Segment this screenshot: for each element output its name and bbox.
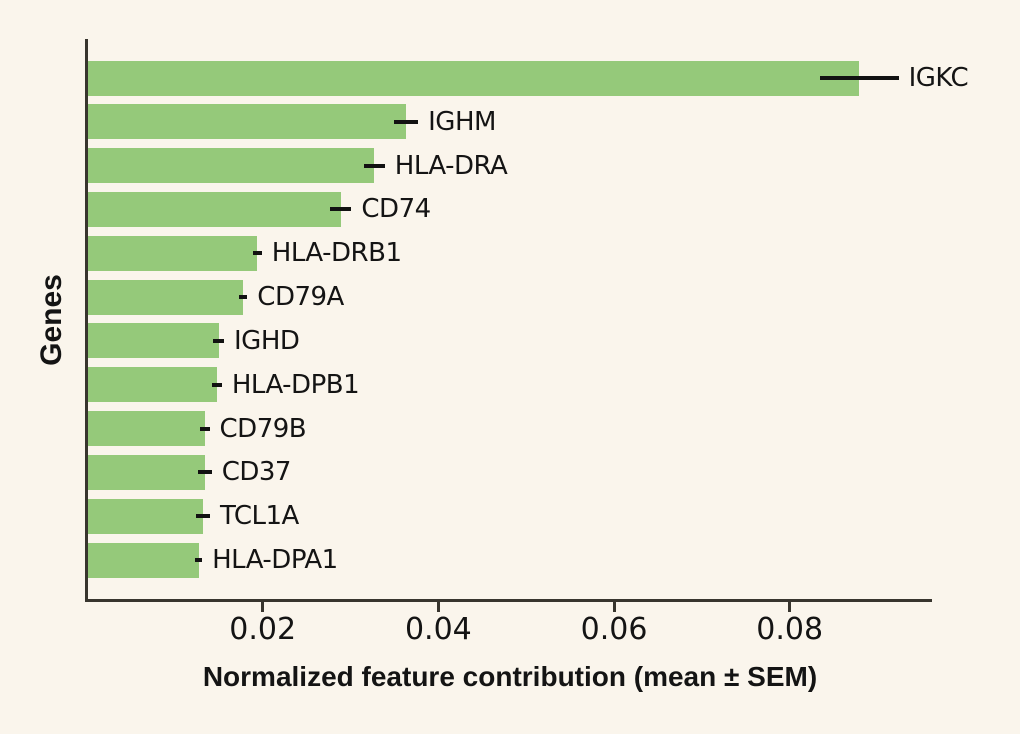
error-bar-hla-dra <box>363 163 385 168</box>
bar-igkc <box>87 60 860 96</box>
error-bar-hla-dpa1 <box>195 558 203 562</box>
bar-cd37 <box>87 454 205 490</box>
gene-label-tcl1a: TCL1A <box>219 501 299 532</box>
gene-label-cd37: CD37 <box>221 457 292 488</box>
error-bar-ighd <box>213 338 225 343</box>
bar-cd79a <box>87 279 244 315</box>
error-bar-hla-dpb1 <box>212 382 222 387</box>
gene-label-ighm: IGHM <box>428 106 496 137</box>
gene-label-hla-drb1: HLA-DRB1 <box>271 238 402 269</box>
x-tick-mark <box>436 602 440 612</box>
y-axis-line <box>85 39 88 602</box>
error-bar-tcl1a <box>195 514 210 519</box>
error-bar-cd79a <box>239 295 248 300</box>
x-tick-label: 0.04 <box>404 612 472 647</box>
gene-label-ighd: IGHD <box>234 325 300 356</box>
bar-tcl1a <box>87 498 203 534</box>
y-axis-title: Genes <box>35 274 68 366</box>
x-tick-label: 0.02 <box>229 612 297 647</box>
bar-hla-dpa1 <box>87 542 199 578</box>
x-tick-mark <box>261 602 265 612</box>
gene-label-hla-dpb1: HLA-DPB1 <box>231 369 360 400</box>
x-axis: 0.02 0.04 0.06 0.08 <box>87 599 932 669</box>
gene-label-igkc: IGKC <box>908 63 969 93</box>
bar-hla-drb1 <box>87 235 258 271</box>
error-bar-cd37 <box>197 470 212 475</box>
bar-cd74 <box>87 191 341 227</box>
x-tick-mark <box>788 602 792 612</box>
bar-hla-dpb1 <box>87 367 217 403</box>
x-axis-title: Normalized feature contribution (mean ± … <box>202 661 818 692</box>
gene-label-cd74: CD74 <box>361 194 431 225</box>
bar-hla-dra <box>87 148 375 184</box>
gene-label-hla-dra: HLA-DRA <box>394 150 508 181</box>
bar-cd79b <box>87 411 205 447</box>
x-tick-label: 0.08 <box>756 612 824 647</box>
error-bar-ighm <box>393 119 419 124</box>
bar-ighd <box>87 323 219 359</box>
error-bar-hla-drb1 <box>253 251 262 256</box>
plot-area: IGKC IGHM HLA-DRA CD74 HLA-DRB1 CD79A IGHD HLA-… <box>87 39 969 599</box>
gene-label-hla-dpa1: HLA-DPA1 <box>212 545 338 575</box>
error-bar-cd74 <box>330 207 352 212</box>
bar-ighm <box>87 104 406 140</box>
x-tick-mark <box>612 602 616 612</box>
gene-label-cd79b: CD79B <box>219 413 307 444</box>
x-tick-label: 0.06 <box>580 612 648 647</box>
error-bar-cd79b <box>199 426 210 431</box>
error-bar-igkc <box>819 76 899 80</box>
x-axis-line <box>85 599 932 602</box>
gene-label-cd79a: CD79A <box>257 282 344 313</box>
